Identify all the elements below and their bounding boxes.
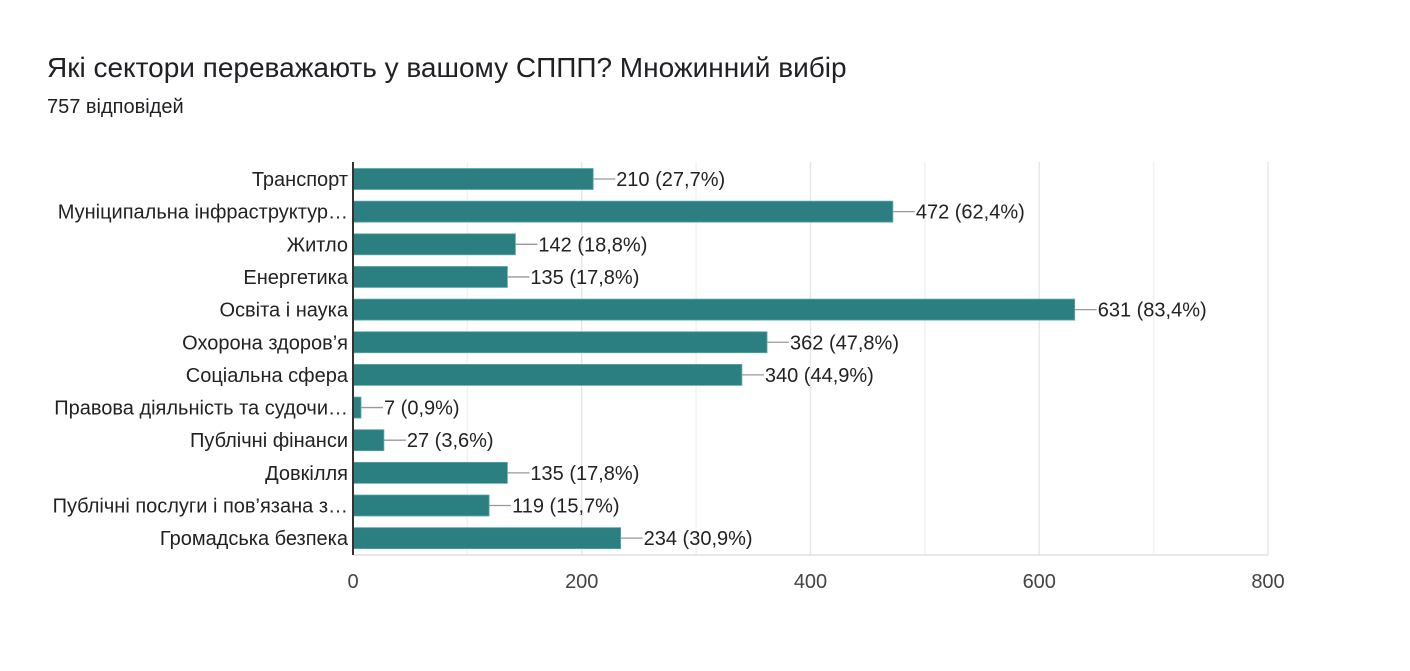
bar	[352, 331, 768, 354]
category-label: Енергетика	[243, 267, 348, 289]
bar	[352, 298, 1076, 321]
bar	[352, 363, 743, 386]
bar	[352, 233, 516, 256]
data-label: 135 (17,8%)	[530, 463, 639, 485]
category-label: Муніципальна інфраструктур…	[58, 202, 348, 224]
category-label: Житло	[287, 234, 348, 256]
category-label: Охорона здоров’я	[182, 332, 348, 354]
category-label: Громадська безпека	[160, 528, 349, 550]
bar	[352, 461, 508, 484]
category-label: Транспорт	[252, 169, 348, 191]
data-label: 340 (44,9%)	[765, 365, 874, 387]
data-label: 631 (83,4%)	[1098, 300, 1207, 322]
category-label: Правова діяльність та судочи…	[54, 398, 348, 420]
data-label: 27 (3,6%)	[407, 430, 494, 452]
category-label: Публічні фінанси	[190, 430, 348, 452]
x-tick-label: 400	[794, 571, 827, 593]
x-tick-label: 600	[1023, 571, 1056, 593]
data-label: 135 (17,8%)	[530, 267, 639, 289]
data-label: 119 (15,7%)	[512, 496, 619, 518]
category-label: Освіта і наука	[220, 300, 349, 322]
chart-title: Які сектори переважають у вашому СППП? М…	[47, 52, 847, 83]
x-tick-label: 800	[1251, 571, 1284, 593]
data-label: 472 (62,4%)	[916, 202, 1025, 224]
x-tick-label: 200	[565, 571, 598, 593]
bar	[352, 429, 385, 452]
bar	[352, 200, 894, 223]
category-label: Соціальна сфера	[186, 365, 349, 387]
bar	[352, 494, 490, 517]
bar	[352, 396, 362, 419]
response-count: 757 відповідей	[47, 96, 184, 118]
category-label: Публічні послуги і пов’язана з…	[53, 496, 348, 518]
x-tick-label: 0	[347, 571, 358, 593]
category-label: Довкілля	[265, 463, 348, 485]
data-label: 362 (47,8%)	[790, 332, 899, 354]
data-label: 234 (30,9%)	[644, 528, 753, 550]
bar	[352, 266, 508, 288]
bar	[352, 527, 622, 550]
data-label: 7 (0,9%)	[384, 398, 460, 420]
data-label: 142 (18,8%)	[538, 234, 647, 256]
data-label: 210 (27,7%)	[616, 169, 725, 191]
bar	[352, 168, 594, 190]
